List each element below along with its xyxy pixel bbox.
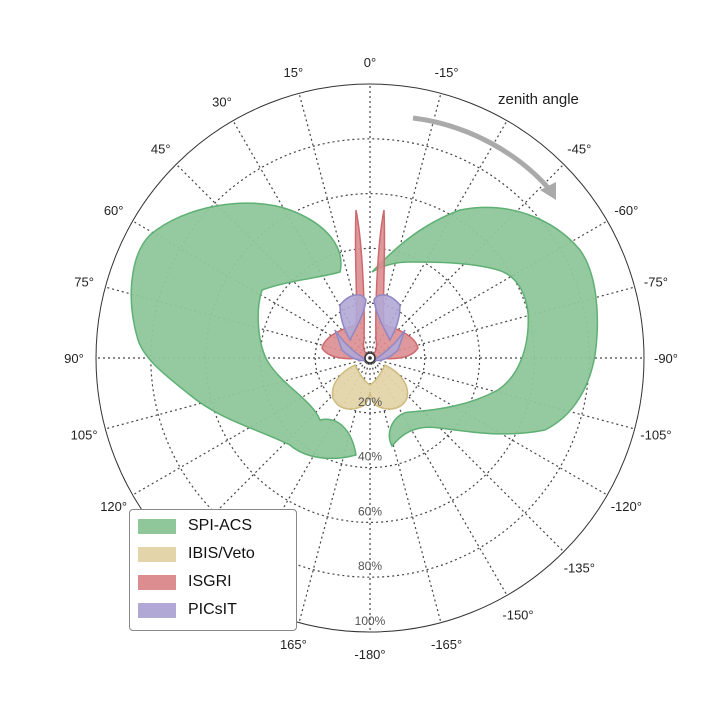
- legend-label: PICsIT: [188, 601, 237, 618]
- legend-label: ISGRI: [188, 573, 232, 590]
- radial-gridline: [259, 247, 481, 469]
- series-picsit: [334, 294, 406, 362]
- radial-tick-label: 40%: [358, 450, 382, 464]
- legend-item: SPI-ACS: [138, 514, 252, 538]
- theta-tick-label: -105°: [640, 428, 671, 443]
- legend-item: ISGRI: [138, 570, 232, 594]
- theta-tick-label: -90°: [654, 351, 678, 366]
- zenith-angle-label: zenith angle: [498, 91, 579, 108]
- zenith-arrowhead: [540, 182, 556, 200]
- angular-gridline: [369, 220, 608, 359]
- series-spi-acs-right: [371, 206, 599, 448]
- legend-swatch: [138, 574, 176, 590]
- theta-tick-label: 105°: [71, 428, 98, 443]
- theta-tick-label: -75°: [644, 274, 668, 289]
- legend-item: IBIS/Veto: [138, 542, 255, 566]
- theta-tick-label: 15°: [284, 65, 304, 80]
- radial-tick-label: 20%: [358, 395, 382, 409]
- radial-tick-label: 60%: [358, 504, 382, 518]
- theta-tick-label: -60°: [614, 203, 638, 218]
- theta-tick-label: -15°: [435, 65, 459, 80]
- radial-tick-label: 100%: [355, 614, 386, 628]
- theta-tick-label: 60°: [104, 203, 124, 218]
- theta-tick-label: 75°: [74, 274, 94, 289]
- outer-circle: [95, 83, 645, 633]
- radial-tick-label: 80%: [358, 559, 382, 573]
- theta-tick-label: -135°: [564, 560, 595, 575]
- radial-gridline: [314, 302, 426, 414]
- theta-tick-label: -120°: [611, 499, 642, 514]
- series-spi-acs-left: [130, 202, 357, 460]
- legend-label: IBIS/Veto: [188, 545, 255, 562]
- theta-tick-label: -165°: [431, 637, 462, 652]
- theta-tick-label: 0°: [364, 55, 376, 70]
- theta-tick-label: 90°: [64, 351, 84, 366]
- zenith-annotation: zenith angle: [412, 91, 579, 200]
- tick-labels: 0° -15° -45° -60° -75° -90° -105° -120° -135° -15…: [64, 55, 678, 662]
- series-ibis-veto: [331, 364, 409, 410]
- theta-tick-label: -180°: [354, 647, 385, 662]
- legend-swatch: [138, 518, 176, 534]
- legend-swatch: [138, 602, 176, 618]
- legend-item: PICsIT: [138, 598, 237, 622]
- theta-tick-label: -45°: [567, 142, 591, 157]
- theta-tick-label: -150°: [502, 607, 533, 622]
- theta-tick-label: 45°: [151, 142, 171, 157]
- origin-dot: [368, 356, 372, 360]
- theta-tick-label: 165°: [280, 637, 307, 652]
- legend-swatch: [138, 546, 176, 562]
- zenith-arrow: [412, 115, 552, 192]
- legend: SPI-ACS IBIS/Veto ISGRI PICsIT: [129, 509, 297, 631]
- series-layer: [130, 202, 599, 460]
- theta-tick-label: 30°: [212, 95, 232, 110]
- theta-tick-label: 120°: [100, 499, 127, 514]
- legend-label: SPI-ACS: [188, 517, 253, 534]
